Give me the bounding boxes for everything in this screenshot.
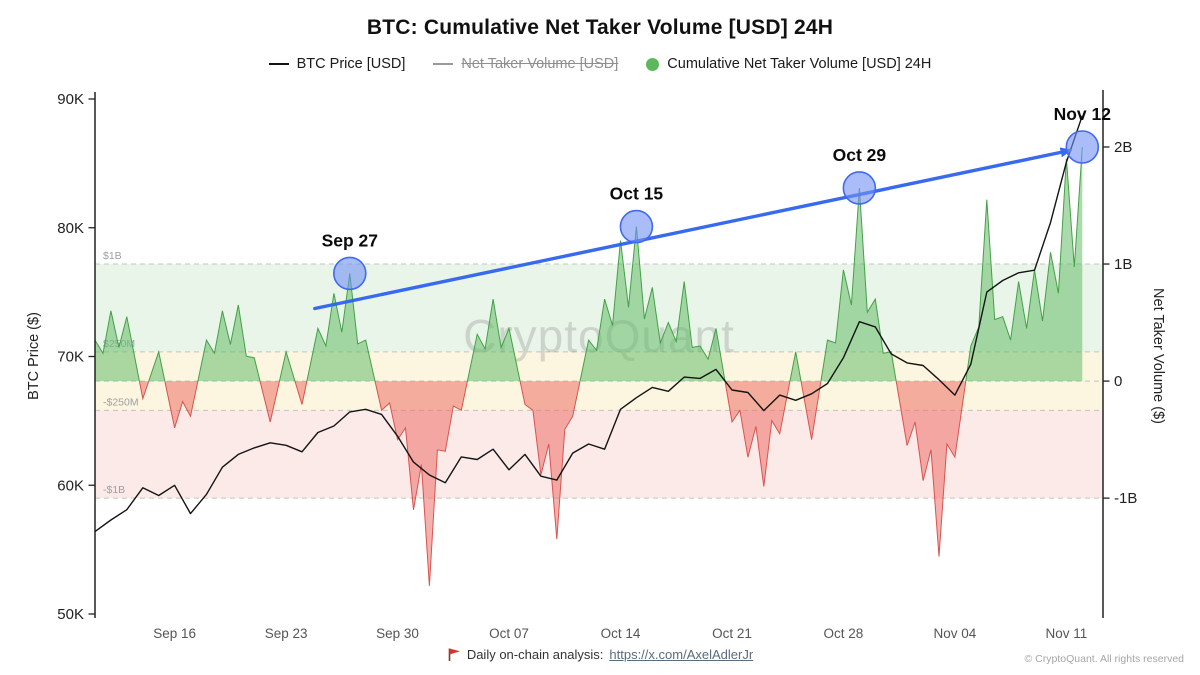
legend-label-net-taker-volume: Net Taker Volume [USD] bbox=[461, 56, 619, 72]
x-tick-label: Sep 16 bbox=[153, 626, 196, 641]
trend-arrow bbox=[313, 147, 1073, 311]
annotation-circle bbox=[619, 209, 654, 244]
right-tick-label: -1B bbox=[1114, 490, 1137, 507]
footer-note: Daily on-chain analysis: https://x.com/A… bbox=[0, 647, 1200, 662]
band-label: $1B bbox=[103, 250, 122, 262]
x-tick-label: Oct 07 bbox=[489, 626, 529, 641]
x-tick-label: Nov 11 bbox=[1045, 626, 1087, 641]
legend-label-btc-price: BTC Price [USD] bbox=[296, 56, 406, 72]
x-tick-label: Oct 28 bbox=[824, 626, 864, 641]
copyright: © CryptoQuant. All rights reserved bbox=[1024, 653, 1184, 665]
annotation-label: Nov 12 bbox=[1054, 104, 1112, 124]
annotation-label: Oct 15 bbox=[610, 184, 664, 204]
legend-item-cumulative-net-taker[interactable]: Cumulative Net Taker Volume [USD] 24H bbox=[646, 56, 931, 72]
btc-price-line bbox=[94, 115, 1083, 533]
left-tick-label: 70K bbox=[57, 349, 84, 366]
page-title: BTC: Cumulative Net Taker Volume [USD] 2… bbox=[366, 16, 834, 39]
right-tick-label: 2B bbox=[1114, 139, 1132, 156]
x-tick-label: Oct 14 bbox=[601, 626, 641, 641]
legend: BTC Price [USD] Net Taker Volume [USD] C… bbox=[0, 56, 1200, 72]
x-tick-label: Sep 30 bbox=[376, 626, 419, 641]
right-tick-label: 0 bbox=[1114, 373, 1122, 390]
band-label: -$250M bbox=[103, 396, 139, 408]
x-tick-label: Nov 04 bbox=[934, 626, 977, 641]
left-tick-label: 80K bbox=[57, 220, 84, 237]
left-tick-label: 50K bbox=[57, 606, 84, 623]
annotation-circle bbox=[1065, 130, 1100, 164]
annotation-label: Sep 27 bbox=[322, 230, 378, 250]
x-tick-label: Oct 21 bbox=[712, 626, 752, 641]
flag-icon bbox=[448, 648, 460, 661]
annotation-label: Oct 29 bbox=[833, 145, 887, 165]
right-tick-label: 1B bbox=[1114, 256, 1132, 273]
circle-swatch-icon bbox=[646, 57, 660, 71]
left-tick-label: 60K bbox=[57, 477, 84, 494]
volume-line-negative bbox=[138, 381, 967, 586]
volume-line-positive bbox=[95, 146, 1083, 382]
legend-item-net-taker-volume[interactable]: Net Taker Volume [USD] bbox=[433, 56, 618, 72]
line-swatch-icon bbox=[268, 63, 289, 65]
left-tick-label: 90K bbox=[57, 91, 84, 108]
footer-text: Daily on-chain analysis: bbox=[466, 647, 604, 662]
line-swatch-icon bbox=[433, 63, 454, 65]
annotation-circle bbox=[332, 256, 367, 291]
volume-area-positive bbox=[95, 147, 1083, 382]
annotation-circle bbox=[842, 171, 877, 205]
x-tick-label: Sep 23 bbox=[265, 626, 308, 641]
footer-link[interactable]: https://x.com/AxelAdlerJr bbox=[609, 647, 754, 662]
legend-label-cumulative: Cumulative Net Taker Volume [USD] 24H bbox=[667, 56, 932, 72]
band-label: -$1B bbox=[103, 484, 125, 496]
legend-item-btc-price[interactable]: BTC Price [USD] bbox=[268, 56, 406, 72]
